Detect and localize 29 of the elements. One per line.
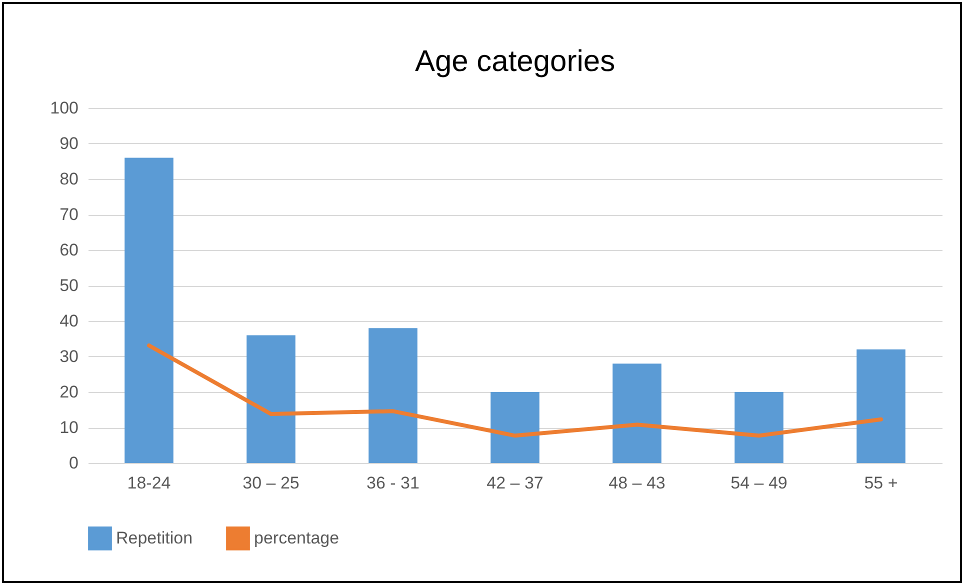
bar: [612, 364, 662, 463]
bar: [368, 328, 418, 463]
bar: [124, 158, 174, 463]
y-tick-label: 10: [60, 418, 78, 437]
y-tick-label: 20: [60, 382, 78, 402]
y-tick-label: 90: [60, 134, 78, 153]
bar: [734, 392, 784, 463]
legend-label: Repetition: [116, 528, 193, 548]
x-tick-label: 55 +: [864, 474, 898, 492]
bar: [246, 335, 296, 463]
bar: [490, 392, 540, 463]
y-tick-label: 60: [60, 240, 78, 260]
x-tick-label: 36 - 31: [366, 474, 420, 492]
x-tick-label: 18-24: [127, 474, 171, 492]
y-tick-label: 30: [60, 347, 78, 366]
y-tick-label: 70: [60, 205, 78, 224]
x-tick-label: 30 – 25: [242, 474, 300, 492]
line-series: [147, 343, 883, 438]
bar: [856, 349, 906, 463]
y-tick-label: 50: [60, 276, 78, 295]
x-tick-label: 54 – 49: [730, 474, 788, 492]
y-tick-label: 40: [60, 312, 78, 330]
y-tick-label: 80: [60, 170, 78, 188]
x-tick-label: 48 – 43: [608, 474, 666, 492]
y-tick-label: 0: [69, 454, 78, 472]
legend-label: percentage: [254, 528, 340, 548]
y-tick-label: 100: [50, 98, 78, 118]
x-tick-label: 42 – 37: [486, 474, 544, 492]
chart-title: Age categories: [414, 45, 616, 78]
